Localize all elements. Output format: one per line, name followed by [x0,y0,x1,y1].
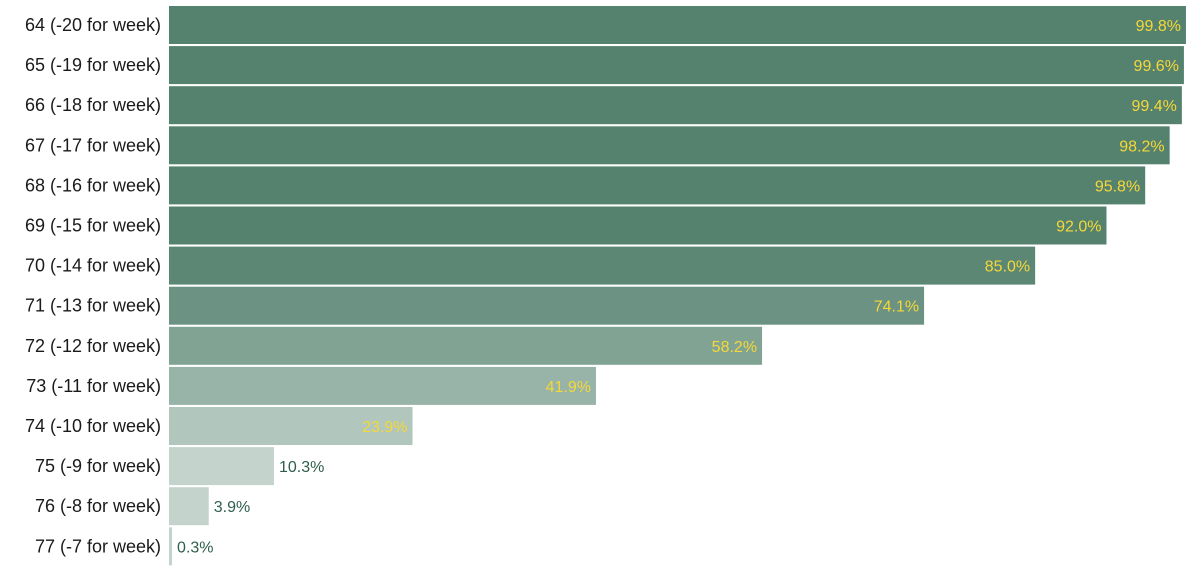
category-label: 70 (-14 for week) [25,256,161,276]
category-label: 64 (-20 for week) [25,15,161,35]
bar [169,86,1182,125]
bar [169,326,763,365]
value-label: 74.1% [874,299,919,316]
bar [169,166,1146,205]
value-label: 95.8% [1095,178,1140,195]
value-label: 23.9% [362,419,407,436]
bar [169,487,209,526]
value-label: 85.0% [985,259,1030,276]
bar [169,46,1184,85]
value-label: 0.3% [177,539,213,556]
category-label: 73 (-11 for week) [26,376,161,396]
bar [169,286,925,325]
value-label: 98.2% [1119,138,1164,155]
category-label: 67 (-17 for week) [25,135,161,155]
bar [169,527,173,566]
bar [169,407,413,445]
category-label: 72 (-12 for week) [25,336,161,356]
bar [169,246,1036,285]
value-label: 58.2% [712,339,757,356]
bar [169,126,1170,165]
value-label: 99.4% [1132,98,1177,115]
value-label: 99.6% [1134,58,1179,75]
category-label: 68 (-16 for week) [25,175,161,195]
category-label: 77 (-7 for week) [35,536,161,556]
category-label: 76 (-8 for week) [35,496,161,516]
value-label: 99.8% [1136,18,1181,35]
bar [169,366,596,405]
category-label: 75 (-9 for week) [35,456,161,476]
category-label: 65 (-19 for week) [25,55,161,75]
category-label: 66 (-18 for week) [25,95,161,115]
value-label: 41.9% [546,379,591,396]
value-label: 3.9% [214,499,250,516]
category-label: 69 (-15 for week) [25,216,161,236]
value-label: 92.0% [1056,219,1101,236]
bar [169,447,274,486]
category-label: 74 (-10 for week) [25,416,161,436]
bar [169,206,1107,245]
value-label: 10.3% [279,459,324,476]
bar [169,6,1186,44]
category-label: 71 (-13 for week) [25,296,161,316]
